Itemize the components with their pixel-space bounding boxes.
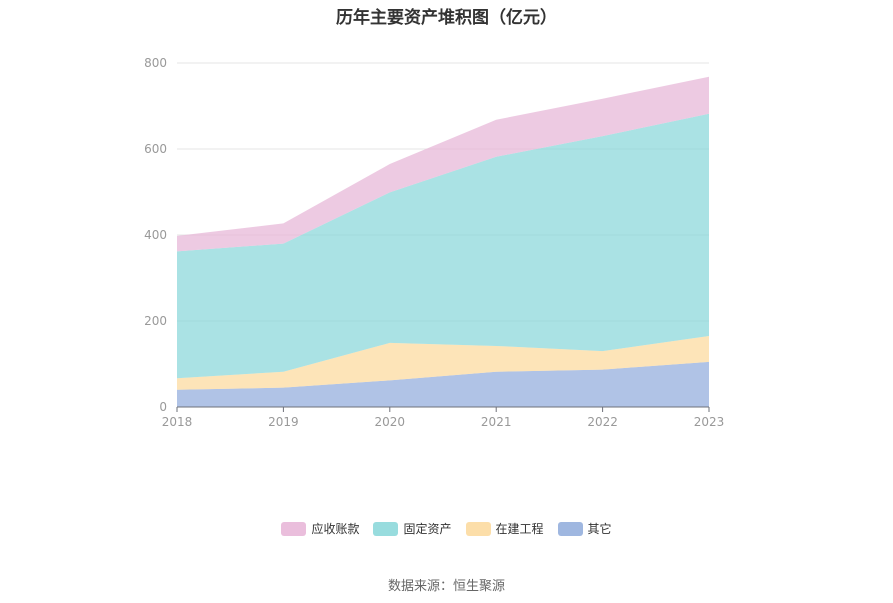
legend-label: 其它 [587, 522, 612, 536]
axes: 0 200 400 600 800 2018 2019 2020 2021 2022 2023 [144, 56, 724, 429]
y-tick-label: 800 [144, 56, 167, 70]
y-tick-label: 400 [144, 228, 167, 242]
legend-item[interactable]: 应收账款 [281, 520, 359, 537]
legend-item[interactable]: 在建工程 [465, 520, 544, 537]
area-series-0 [177, 361, 709, 407]
legend-label: 固定资产 [403, 522, 452, 536]
chart-title: 历年主要资产堆积图（亿元） [336, 8, 557, 28]
x-tick-label: 2019 [268, 415, 299, 429]
x-tick-label: 2021 [481, 415, 512, 429]
legend: 应收账款 固定资产 在建工程 其它 [0, 520, 893, 537]
legend-swatch [281, 521, 307, 536]
y-tick-label: 0 [159, 400, 167, 414]
y-tick-label: 200 [144, 314, 167, 328]
x-tick-label: 2020 [375, 415, 406, 429]
area-series-2 [177, 113, 709, 379]
x-tick-label: 2023 [694, 415, 725, 429]
area-series [177, 76, 709, 407]
legend-label: 应收账款 [311, 522, 360, 536]
legend-item[interactable]: 固定资产 [373, 520, 452, 537]
x-tick-label: 2022 [587, 415, 618, 429]
area-series-3 [177, 76, 709, 252]
legend-label: 在建工程 [495, 522, 544, 536]
data-source: 数据来源：恒生聚源 [387, 579, 505, 594]
legend-swatch [465, 521, 491, 536]
legend-item[interactable]: 其它 [557, 520, 612, 537]
area-series-1 [177, 336, 709, 390]
y-tick-label: 600 [144, 142, 167, 156]
legend-swatch [373, 521, 399, 536]
x-tick-label: 2018 [162, 415, 193, 429]
legend-swatch [557, 521, 583, 536]
